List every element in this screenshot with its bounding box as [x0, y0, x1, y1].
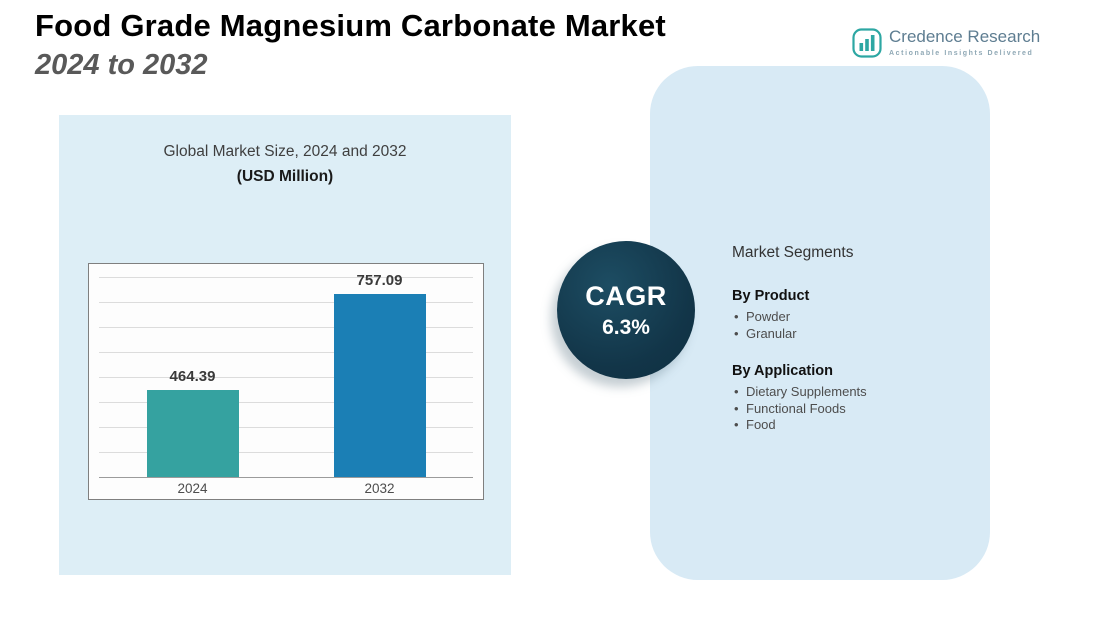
chart-title: Global Market Size, 2024 and 2032 (USD M… [59, 115, 511, 186]
bar-2024 [146, 390, 239, 477]
bar-group-2032: 757.09 [333, 272, 426, 477]
x-axis-label: 2024 [177, 481, 208, 496]
segment-item-list: PowderGranular [732, 309, 972, 342]
x-axis: 2024 2032 [99, 478, 473, 499]
market-segments-panel: Market Segments By Product PowderGranula… [650, 66, 990, 580]
chart-title-line2: (USD Million) [236, 168, 334, 185]
market-size-panel: Global Market Size, 2024 and 2032 (USD M… [59, 115, 511, 575]
bar-value-label: 464.39 [169, 368, 216, 385]
page-title-line1: Food Grade Magnesium Carbonate Market [35, 8, 666, 43]
segment-group-by-product: By Product PowderGranular [732, 288, 972, 342]
logo-tagline: Actionable Insights Delivered [889, 49, 1034, 57]
cagr-badge: CAGR 6.3% [557, 241, 695, 379]
segment-item: Functional Foods [732, 401, 972, 418]
segment-group-heading: By Application [732, 363, 833, 379]
chart-title-line1: Global Market Size, 2024 and 2032 [163, 143, 407, 160]
logo-text-block: Credence Research Actionable Insights De… [889, 27, 1041, 57]
bar-chart-plot-area: 464.39 757.09 [99, 272, 473, 478]
segment-group-by-application: By Application Dietary SupplementsFuncti… [732, 363, 972, 434]
segment-group-heading: By Product [732, 288, 810, 304]
cagr-value: 6.3% [602, 315, 650, 339]
segment-item: Food [732, 417, 972, 434]
bar-group-2024: 464.39 [146, 368, 239, 477]
segment-item: Granular [732, 326, 972, 343]
page-title-line2: 2024 to 2032 [35, 48, 208, 81]
segment-item-list: Dietary SupplementsFunctional FoodsFood [732, 384, 972, 434]
bar-value-label: 757.09 [356, 272, 403, 289]
bar-2032 [333, 294, 426, 477]
segments-title: Market Segments [732, 244, 854, 261]
segment-item: Dietary Supplements [732, 384, 972, 401]
segment-item: Powder [732, 309, 972, 326]
x-axis-label: 2032 [364, 481, 395, 496]
bar-chart: 464.39 757.09 2024 2032 [88, 263, 484, 500]
page-title: Food Grade Magnesium Carbonate Market 20… [35, 8, 666, 82]
logo-name: Credence Research [889, 27, 1041, 46]
market-segments-content: Market Segments By Product PowderGranula… [732, 244, 972, 455]
credence-research-logo: Credence Research Actionable Insights De… [852, 27, 1041, 58]
bar-chart-logo-icon [852, 28, 882, 58]
cagr-label: CAGR [585, 280, 667, 311]
